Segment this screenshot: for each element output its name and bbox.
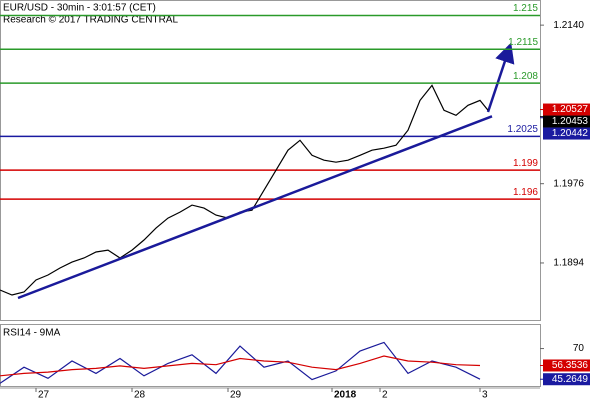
x-tick-label: 3 [482, 390, 488, 400]
y-tick-label: 1.1894 [553, 258, 584, 269]
x-tick-label: 2 [382, 390, 388, 400]
price-tag-label: 1.20527 [552, 104, 589, 115]
level-label: 1.199 [513, 158, 538, 169]
level-label: 1.196 [513, 187, 538, 198]
price-line [0, 84, 489, 296]
level-label: 1.208 [513, 71, 538, 82]
price-line [17, 115, 493, 300]
rsi-title: RSI14 - 9MA [3, 328, 61, 339]
price-tag-label: 45.2649 [552, 374, 589, 385]
price-tag [543, 359, 590, 372]
x-tick-label: 2018 [334, 390, 357, 400]
price-tag [543, 115, 590, 128]
y-tick-label: 1.2140 [553, 20, 584, 31]
chart-subtitle: Research © 2017 TRADING CENTRAL [3, 15, 178, 26]
main-panel [0, 0, 541, 321]
chart-title: EUR/USD - 30min - 3:01:57 (CET) [3, 3, 156, 14]
price-tag-label: 56.3536 [552, 360, 589, 371]
level-label: 1.215 [513, 3, 538, 14]
price-tag [543, 127, 590, 140]
price-line [0, 341, 481, 384]
y-tick-label: 1.1976 [553, 178, 584, 189]
price-tag [543, 103, 590, 116]
x-tick-label: 27 [38, 390, 50, 400]
x-tick-label: 29 [230, 390, 242, 400]
level-label: 1.2025 [507, 124, 538, 135]
x-tick-label: 28 [134, 390, 146, 400]
price-tag-label: 1.20453 [552, 116, 589, 127]
price-tag [543, 373, 590, 386]
y-tick-label: 70 [573, 343, 585, 354]
forecast-arrow [486, 42, 515, 113]
level-label: 1.2115 [508, 37, 538, 48]
price-tag-label: 1.20442 [552, 128, 589, 139]
rsi-panel [0, 324, 541, 387]
price-line [0, 355, 481, 377]
